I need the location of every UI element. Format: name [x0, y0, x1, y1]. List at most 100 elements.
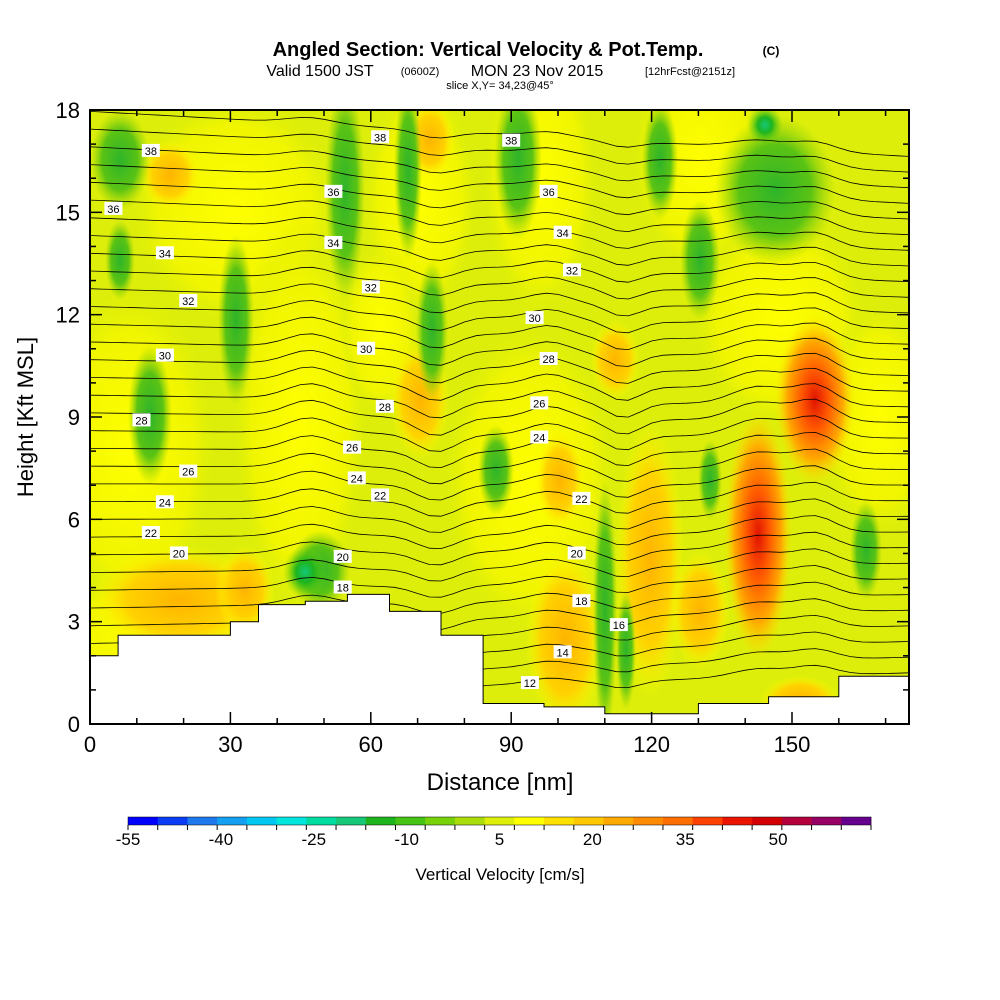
- velocity-cell: [680, 200, 720, 320]
- x-tick-label: 0: [84, 732, 96, 757]
- colorbar-swatch: [514, 817, 545, 825]
- contour-label-bg: [333, 549, 352, 563]
- contour-label: 28: [543, 354, 555, 366]
- contour-label: 30: [360, 344, 372, 356]
- contour-label: 26: [182, 467, 194, 479]
- colorbar-swatch: [544, 817, 575, 825]
- contour-label-bg: [525, 311, 544, 325]
- theta-contour-line: [90, 333, 909, 367]
- theta-contour-line: [90, 233, 909, 267]
- colorbar-swatch: [425, 817, 456, 825]
- velocity-cell: [775, 315, 855, 485]
- colorbar-tick-label: -40: [209, 830, 234, 849]
- contour-label: 18: [337, 583, 349, 595]
- theta-contour-line: [90, 283, 909, 317]
- contour-label-bg: [141, 143, 160, 157]
- colorbar-swatch: [306, 817, 337, 825]
- contour-label-bg: [155, 348, 174, 362]
- contour-label-bg: [609, 618, 628, 632]
- theta-contour-line: [90, 498, 909, 533]
- theta-contour-line: [90, 199, 909, 236]
- terrain-mask: [90, 593, 909, 724]
- contour-label-bg: [539, 184, 558, 198]
- x-tick-label: 120: [633, 732, 670, 757]
- contour-label: 28: [379, 402, 391, 414]
- theta-contour-line: [90, 316, 909, 351]
- velocity-cell: [535, 430, 585, 530]
- y-tick-label: 15: [56, 200, 80, 225]
- contour-label-bg: [324, 236, 343, 250]
- contour-label-bg: [179, 294, 198, 308]
- theta-contour-line: [90, 181, 909, 220]
- subtitle-date: MON 23 Nov 2015: [471, 63, 604, 80]
- contour-label-bg: [343, 440, 362, 454]
- contour-label: 30: [528, 313, 540, 325]
- theta-contour-line: [90, 383, 909, 419]
- colorbar-tick-label: 35: [676, 830, 695, 849]
- colorbar-swatch: [217, 817, 248, 825]
- colorbar-swatch: [633, 817, 664, 825]
- contour-label: 24: [351, 473, 363, 485]
- contour-label-bg: [357, 341, 376, 355]
- theta-contour-line: [90, 266, 909, 300]
- colorbar-label: Vertical Velocity [cm/s]: [415, 865, 584, 884]
- contour-label-bg: [553, 225, 572, 239]
- contour-label: 26: [346, 443, 358, 455]
- theta-contour-line: [90, 565, 909, 598]
- contour-label-bg: [169, 546, 188, 560]
- theta-contour-line: [90, 581, 909, 614]
- theta-contour-line: [90, 415, 909, 452]
- colorbar-tick-label: -55: [116, 830, 141, 849]
- colorbar: [127, 816, 872, 826]
- colorbar-tick-label: 20: [583, 830, 602, 849]
- contour-label: 34: [557, 228, 569, 240]
- theta-contour-line: [90, 398, 909, 436]
- theta-contour-line: [90, 146, 909, 189]
- colorbar-tick-label: 50: [769, 830, 788, 849]
- contour-label: 38: [505, 136, 517, 148]
- velocity-cell: [715, 115, 835, 265]
- colorbar-tick-label: -10: [394, 830, 419, 849]
- x-tick-label: 90: [499, 732, 523, 757]
- colorbar-tick-label: 5: [495, 830, 504, 849]
- colorbar-swatch: [276, 817, 307, 825]
- velocity-cell: [283, 546, 327, 598]
- theta-contour-line: [90, 598, 909, 631]
- contour-label: 26: [533, 398, 545, 410]
- y-tick-label: 0: [68, 712, 80, 737]
- colorbar-swatch: [662, 817, 693, 825]
- slice-label: slice X,Y= 34,23@45°: [446, 80, 554, 92]
- y-tick-label: 9: [68, 405, 80, 430]
- contour-label-bg: [563, 263, 582, 277]
- contour-label-bg: [502, 133, 521, 147]
- contour-label-bg: [347, 471, 366, 485]
- contour-label: 28: [135, 415, 147, 427]
- colorbar-swatch: [454, 817, 485, 825]
- velocity-cell: [698, 440, 722, 520]
- contour-label: 32: [182, 296, 194, 308]
- theta-contour-line: [90, 481, 909, 517]
- velocity-cell: [105, 220, 135, 300]
- contour-label: 22: [145, 528, 157, 540]
- colorbar-swatch: [157, 817, 188, 825]
- theta-contour-line: [90, 111, 909, 157]
- contour-label-bg: [567, 546, 586, 560]
- colorbar-swatch: [395, 817, 426, 825]
- contour-label: 20: [173, 548, 185, 560]
- contour-label: 22: [575, 494, 587, 506]
- contour-label-bg: [371, 130, 390, 144]
- theta-contour-line: [90, 431, 909, 469]
- contour-label: 14: [557, 647, 569, 659]
- velocity-cell: [140, 140, 200, 210]
- velocity-cell: [593, 480, 617, 724]
- theta-contour-line: [90, 128, 909, 173]
- contour-label-bg: [324, 184, 343, 198]
- chart-title: Angled Section: Vertical Velocity & Pot.…: [273, 39, 704, 61]
- contour-label-bg: [179, 464, 198, 478]
- contour-label-bg: [141, 525, 160, 539]
- velocity-cell: [850, 500, 882, 600]
- subtitle-forecast: [12hrFcst@2151z]: [645, 66, 735, 78]
- colorbar-swatch: [752, 817, 783, 825]
- contour-label: 34: [159, 248, 171, 260]
